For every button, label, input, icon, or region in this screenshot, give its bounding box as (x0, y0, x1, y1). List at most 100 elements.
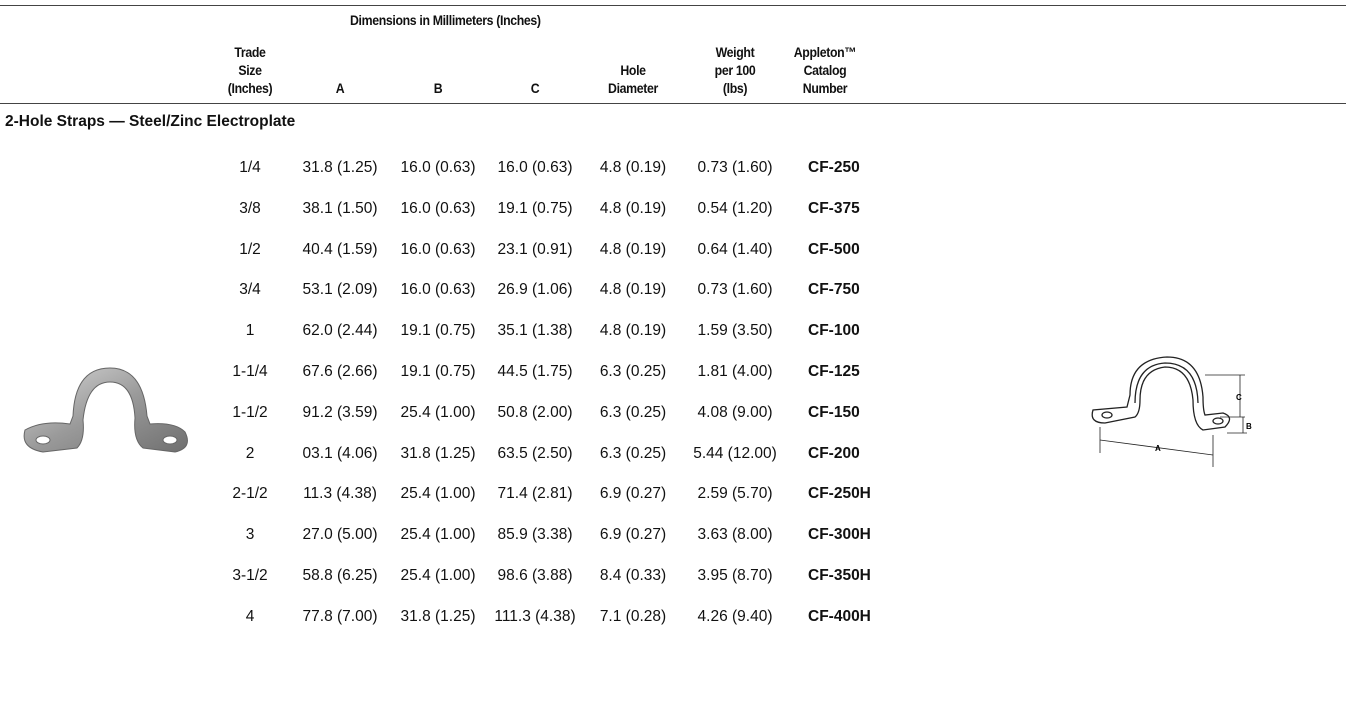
table-cell: 19.1 (0.75) (497, 199, 573, 217)
top-rule (0, 5, 1346, 6)
catalog-number: CF-400H (808, 607, 871, 625)
table-cell: 6.3 (0.25) (599, 444, 667, 462)
table-cell: 58.8 (6.25) (302, 567, 378, 584)
table-cell: 98.6 (3.88) (497, 567, 573, 584)
table-cell: 19.1 (0.75) (400, 363, 476, 380)
table-cell: 8.4 (0.33) (599, 567, 667, 584)
strap-drawing: C B A (1091, 356, 1252, 467)
header-catalog: Number (802, 80, 848, 96)
header-c: C (530, 80, 540, 96)
table-cell: 53.1 (2.09) (302, 281, 378, 299)
catalog-number: CF-200 (808, 444, 860, 462)
table-cell: 1/4 (239, 159, 261, 176)
table-cell: 63.5 (2.50) (497, 444, 573, 462)
table-cell: 6.9 (0.27) (599, 526, 667, 544)
table-cell: 4.8 (0.19) (599, 322, 667, 340)
table-cell: 1/2 (239, 240, 261, 258)
table-cell: 0.64 (1.40) (697, 240, 773, 258)
table-cell: 16.0 (0.63) (400, 199, 476, 217)
table-cell: 11.3 (4.38) (303, 485, 377, 503)
table-cell: 62.0 (2.44) (302, 322, 378, 340)
header-trade-size: Trade (234, 44, 266, 60)
table-cell: 25.4 (1.00) (400, 567, 476, 584)
header-trade-size: Size (238, 62, 262, 78)
catalog-number: CF-250H (808, 485, 871, 503)
table-cell: 31.8 (1.25) (302, 159, 378, 176)
drawing-label: C (1236, 393, 1242, 402)
table-cell: 44.5 (1.75) (497, 363, 573, 380)
header-b: B (433, 80, 443, 96)
header-rule (0, 103, 1346, 104)
table-cell: 111.3 (4.38) (494, 607, 576, 625)
table-cell: 16.0 (0.63) (497, 159, 573, 176)
table-cell: 3 (245, 526, 255, 544)
table-cell: 4.8 (0.19) (599, 199, 667, 217)
header-hole-diameter: Hole (620, 62, 646, 78)
table-cell: 3-1/2 (232, 567, 268, 584)
table-cell: 77.8 (7.00) (302, 607, 378, 625)
catalog-number: CF-375 (808, 199, 860, 217)
table-cell: 25.4 (1.00) (400, 485, 476, 503)
table-cell: 91.2 (3.59) (302, 403, 378, 421)
header-a: A (335, 80, 345, 96)
table-cell: 03.1 (4.06) (302, 444, 378, 462)
table-cell: 7.1 (0.28) (599, 607, 667, 625)
table-cell: 35.1 (1.38) (497, 322, 573, 340)
table-cell: 6.3 (0.25) (599, 403, 667, 421)
table-cell: 26.9 (1.06) (497, 281, 573, 299)
table-cell: 85.9 (3.38) (497, 526, 573, 544)
table-cell: 1 (245, 322, 255, 340)
header-catalog: Appleton™ (793, 44, 857, 60)
drawing-label: A (1155, 444, 1161, 453)
table-cell: 4.08 (9.00) (697, 403, 773, 421)
catalog-number: CF-500 (808, 240, 860, 258)
table-cell: 3/8 (239, 199, 261, 217)
table-cell: 23.1 (0.91) (497, 240, 573, 258)
table-cell: 3.95 (8.70) (697, 567, 773, 584)
table-cell: 3.63 (8.00) (697, 526, 773, 544)
catalog-number: CF-150 (808, 403, 860, 421)
header-hole-diameter: Diameter (608, 80, 658, 96)
table-cell: 0.73 (1.60) (697, 281, 773, 299)
table-cell: 71.4 (2.81) (497, 485, 573, 503)
header-trade-size: (Inches) (227, 80, 273, 96)
table-cell: 2-1/2 (232, 485, 268, 503)
header-weight: Weight (715, 44, 755, 60)
table-cell: 6.3 (0.25) (599, 363, 667, 380)
table-cell: 0.73 (1.60) (697, 159, 773, 176)
table-cell: 38.1 (1.50) (302, 199, 378, 217)
table-cell: 16.0 (0.63) (400, 240, 476, 258)
table-cell: 25.4 (1.00) (400, 403, 476, 421)
table-cell: 50.8 (2.00) (497, 403, 573, 421)
table-cell: 2 (245, 444, 255, 462)
table-cell: 1.59 (3.50) (697, 322, 773, 340)
table-cell: 3/4 (239, 281, 261, 299)
drawing-label: B (1246, 422, 1252, 431)
table-cell: 27.0 (5.00) (302, 526, 378, 544)
table-cell: 67.6 (2.66) (302, 363, 378, 380)
table-cell: 4.8 (0.19) (599, 240, 667, 258)
table-cell: 0.54 (1.20) (697, 199, 773, 217)
table-cell: 31.8 (1.25) (400, 444, 476, 462)
header-weight: (lbs) (722, 80, 748, 96)
table-cell: 19.1 (0.75) (400, 322, 476, 340)
catalog-number: CF-350H (808, 567, 871, 584)
table-cell: 5.44 (12.00) (693, 444, 777, 462)
catalog-number: CF-125 (808, 363, 860, 380)
strap-photo (23, 367, 188, 453)
catalog-number: CF-100 (808, 322, 860, 340)
section-title: 2-Hole Straps — Steel/Zinc Electroplate (5, 113, 296, 130)
table-cell: 1-1/4 (232, 363, 268, 380)
table-cell: 4.8 (0.19) (599, 159, 667, 176)
table-cell: 2.59 (5.70) (697, 485, 773, 503)
catalog-number: CF-250 (808, 159, 860, 176)
table-cell: 25.4 (1.00) (400, 526, 476, 544)
header-dimensions: Dimensions in Millimeters (Inches) (350, 12, 541, 28)
table-cell: 1.81 (4.00) (697, 363, 773, 380)
catalog-number: CF-300H (808, 526, 871, 544)
table-cell: 6.9 (0.27) (599, 485, 667, 503)
table-cell: 40.4 (1.59) (302, 240, 378, 258)
header-weight: per 100 (714, 62, 756, 78)
table-cell: 16.0 (0.63) (400, 159, 476, 176)
